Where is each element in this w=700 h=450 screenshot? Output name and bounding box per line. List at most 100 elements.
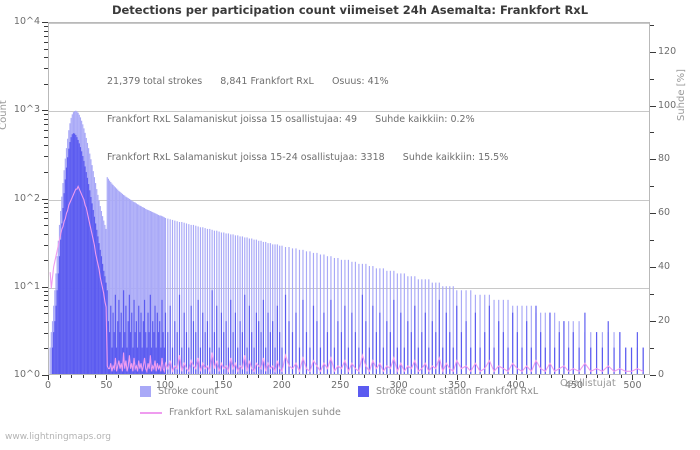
tick-mark: [44, 48, 48, 50]
tick-mark: [42, 110, 48, 112]
tick-mark: [650, 159, 656, 161]
x-axis-tick: 300: [389, 380, 408, 391]
tick-mark: [340, 375, 342, 380]
tick-mark: [468, 375, 470, 378]
watermark: www.lightningmaps.org: [5, 432, 111, 442]
tick-mark: [293, 375, 295, 378]
tick-mark: [44, 26, 48, 28]
y-axis-right-tick: 60: [658, 207, 671, 219]
x-axis-tick: 450: [564, 380, 584, 391]
tick-mark: [188, 375, 190, 378]
chart-annotations: 21,379 total strokes 8,841 Frankfort RxL…: [107, 51, 667, 190]
tick-mark: [44, 207, 48, 209]
tick-mark: [44, 68, 48, 70]
tick-mark: [44, 123, 48, 125]
tick-mark: [44, 171, 48, 173]
tick-mark: [44, 83, 48, 85]
tick-mark: [44, 212, 48, 214]
tick-mark: [118, 375, 120, 378]
tick-mark: [48, 375, 49, 380]
tick-mark: [650, 105, 656, 107]
tick-mark: [538, 375, 540, 378]
y-axis-left-tick: 10^1: [13, 280, 40, 292]
tick-mark: [480, 375, 482, 378]
tick-mark: [44, 118, 48, 120]
tick-mark: [44, 156, 48, 158]
x-axis-tick: 250: [331, 380, 350, 391]
tick-mark: [59, 375, 61, 378]
tick-mark: [650, 267, 656, 269]
tick-mark: [44, 35, 48, 37]
tick-mark: [351, 375, 353, 378]
tick-mark: [223, 375, 225, 380]
legend-item-station-count: Stroke count station Frankfort RxL: [358, 386, 538, 397]
tick-mark: [597, 375, 599, 378]
y-axis-right-tick: 40: [658, 261, 671, 273]
tick-mark: [457, 375, 459, 380]
tick-mark: [650, 348, 654, 350]
ratio-line: [49, 185, 644, 374]
tick-mark: [515, 375, 517, 380]
tick-mark: [410, 375, 412, 378]
tick-mark: [650, 24, 654, 26]
legend-item-ratio-line: Frankfort RxL salamaniskujen suhde: [140, 407, 341, 418]
tick-mark: [585, 375, 587, 378]
tick-mark: [44, 348, 48, 350]
tick-mark: [94, 375, 96, 378]
tick-mark: [44, 260, 48, 262]
y-axis-left-tick: 10^2: [13, 192, 40, 204]
x-axis-tick: 500: [623, 380, 642, 391]
x-axis-tick: 100: [155, 380, 174, 391]
tick-mark: [650, 78, 654, 80]
tick-mark: [199, 375, 201, 378]
tick-mark: [44, 129, 48, 131]
tick-mark: [44, 57, 48, 59]
y-axis-left-tick: 10^0: [13, 369, 40, 380]
x-axis-tick: 400: [506, 380, 525, 391]
tick-mark: [609, 375, 611, 378]
tick-mark: [550, 375, 552, 378]
tick-mark: [562, 375, 564, 378]
tick-mark: [650, 132, 654, 134]
tick-mark: [44, 202, 48, 204]
gridline-10000: [49, 23, 649, 24]
legend-swatch-ratio-line: [140, 411, 162, 414]
tick-mark: [386, 375, 388, 378]
tick-mark: [42, 286, 48, 288]
tick-mark: [141, 375, 143, 378]
x-axis-label: Osallistujat: [560, 378, 616, 389]
tick-mark: [650, 186, 654, 188]
legend-label-station-count: Stroke count station Frankfort RxL: [376, 386, 539, 397]
tick-mark: [398, 375, 400, 380]
tick-mark: [211, 375, 213, 378]
tick-mark: [650, 375, 656, 376]
y-axis-left-tick: 10^4: [13, 16, 40, 27]
tick-mark: [44, 313, 48, 315]
y-axis-right-tick: 100: [658, 99, 677, 111]
y-axis-right-tick: 120: [658, 45, 677, 57]
tick-mark: [281, 375, 283, 380]
tick-mark: [44, 290, 48, 292]
tick-mark: [246, 375, 248, 378]
tick-mark: [129, 375, 131, 378]
y-axis-right-tick: 80: [658, 153, 671, 165]
legend-item-stroke-count: Stroke count: [140, 386, 218, 397]
tick-mark: [328, 375, 330, 378]
tick-mark: [153, 375, 155, 378]
gridline-1000: [49, 111, 649, 113]
tick-mark: [44, 114, 48, 116]
tick-mark: [650, 51, 656, 53]
tick-mark: [650, 213, 656, 215]
x-axis-tick: 350: [448, 380, 467, 391]
chart-title: Detections per participation count viime…: [111, 3, 589, 17]
tick-mark: [527, 375, 529, 378]
tick-mark: [422, 375, 424, 378]
y-axis-right-tick: 0: [658, 369, 665, 380]
legend-label-ratio-line: Frankfort RxL salamaniskujen suhde: [169, 407, 341, 418]
bars-station-count: [51, 133, 644, 374]
tick-mark: [42, 375, 48, 376]
tick-mark: [650, 321, 656, 323]
annotation-line-2: Frankfort RxL Salamaniskut joissa 15 osa…: [107, 113, 475, 125]
tick-mark: [44, 30, 48, 32]
